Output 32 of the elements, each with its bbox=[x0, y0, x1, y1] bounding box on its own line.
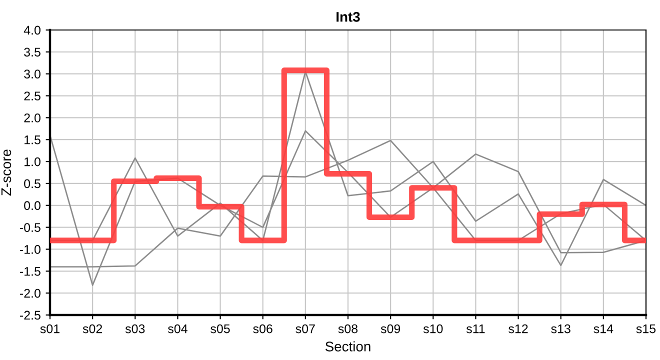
x-tick-label: s15 bbox=[636, 324, 656, 334]
x-tick-label: s09 bbox=[380, 324, 400, 334]
y-tick-label: 1.5 bbox=[24, 136, 40, 144]
y-axis-title: Z-score bbox=[1, 150, 12, 196]
y-tick-label: 0.0 bbox=[24, 201, 40, 210]
x-tick-label: s07 bbox=[296, 324, 315, 334]
x-tick-label: s08 bbox=[338, 324, 358, 334]
y-tick-label: 0.5 bbox=[24, 179, 40, 188]
x-axis-title: Section bbox=[325, 341, 370, 352]
x-tick-label: s14 bbox=[594, 324, 614, 334]
x-tick-label: s03 bbox=[125, 324, 145, 334]
x-tick-label: s04 bbox=[168, 324, 188, 334]
y-tick-label: 1.0 bbox=[24, 157, 40, 166]
y-tick-label: 3.0 bbox=[24, 70, 40, 78]
x-tick-label: s01 bbox=[40, 324, 60, 334]
x-tick-label: s06 bbox=[253, 324, 272, 334]
y-tick-label: -2.0 bbox=[20, 288, 40, 298]
y-tick-label: 2.5 bbox=[24, 92, 40, 100]
y-tick-label: -2.5 bbox=[20, 310, 40, 320]
chart-title: Int3 bbox=[336, 12, 360, 22]
x-tick-label: s12 bbox=[508, 324, 528, 334]
y-tick-label: -0.5 bbox=[20, 223, 40, 232]
x-tick-label: s10 bbox=[423, 324, 443, 334]
y-tick-label: 3.5 bbox=[24, 48, 40, 57]
x-tick-label: s05 bbox=[210, 324, 230, 334]
y-tick-label: -1.5 bbox=[20, 267, 40, 276]
x-tick-label: s02 bbox=[82, 324, 102, 334]
x-tick-label: s11 bbox=[466, 324, 485, 334]
y-tick-label: 4.0 bbox=[24, 26, 40, 35]
y-tick-label: 2.0 bbox=[24, 113, 40, 122]
y-tick-label: -1.0 bbox=[20, 245, 40, 254]
x-tick-label: s13 bbox=[551, 324, 570, 334]
